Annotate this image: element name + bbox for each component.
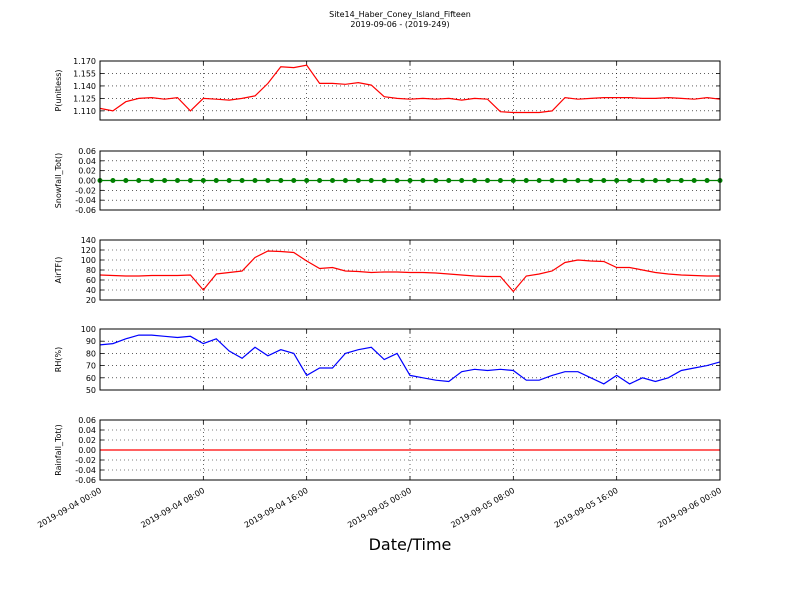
data-point [652,178,658,183]
data-point [368,178,374,183]
data-point [459,178,465,183]
x-axis-label: Date/Time [369,535,452,554]
data-point [252,178,258,183]
data-point [665,178,671,183]
y-tick-label: 50 [86,386,96,395]
data-point [536,178,542,183]
y-tick-label: 0.02 [78,167,96,176]
y-tick-label: 60 [86,276,96,285]
y-tick-label: 0.04 [78,426,96,435]
chart-title: Site14_Haber_Coney_Island_Fifteen [329,10,471,19]
y-tick-label: -0.02 [75,186,96,195]
y-tick-label: 140 [81,236,96,245]
data-point [691,178,697,183]
data-point [394,178,400,183]
data-point [640,178,645,183]
data-point [485,178,490,183]
data-point [149,178,155,183]
plot-frame [99,150,721,211]
y-tick-label: 90 [86,337,96,346]
data-point [420,178,426,183]
data-point [136,178,142,183]
data-line [99,64,721,114]
data-point [291,178,297,183]
y-tick-label: 0.04 [78,157,96,166]
y-tick-label: -0.04 [75,466,96,475]
plot-frame [99,239,721,301]
y-tick-label: -0.02 [75,456,96,465]
data-point [601,178,607,183]
data-point [446,178,452,183]
y-tick-label: -0.06 [75,476,96,485]
data-point [123,178,129,183]
y-tick-label: 0.06 [78,416,96,425]
data-point [523,178,529,183]
y-tick-label: 1.110 [73,107,96,116]
data-point [304,178,310,183]
y-tick-label: 120 [81,246,96,255]
data-point [342,178,348,183]
data-point [226,178,232,183]
data-point [433,178,439,183]
data-point [407,178,413,183]
data-line [99,250,720,293]
y-tick-label: 100 [81,325,96,334]
y-tick-label: -0.06 [75,206,96,215]
y-tick-label: 70 [86,362,96,371]
data-point [110,178,116,183]
y-tick-label: 60 [86,374,96,383]
plot-frame [99,328,721,391]
y-axis-label: Snowfall_Tot() [54,153,63,209]
y-tick-label: 1.140 [73,82,96,91]
data-point [175,178,180,183]
data-point [265,178,271,183]
data-point [278,178,284,183]
data-point [355,178,361,183]
y-tick-label: 0.00 [78,177,96,186]
data-point [704,178,710,183]
data-point [317,178,323,183]
data-point [330,178,335,183]
data-point [614,178,620,183]
y-tick-label: 0.02 [78,436,96,445]
data-point [627,178,633,183]
data-point [588,178,594,183]
data-point [213,178,219,183]
data-point [549,178,555,183]
y-tick-label: 20 [86,296,96,305]
data-point [562,178,568,183]
data-point [497,178,503,183]
y-tick-label: 80 [86,266,96,275]
plot-frame [99,419,721,481]
y-tick-label: -0.04 [75,196,96,205]
y-tick-label: 1.125 [73,94,96,103]
y-axis-label: AirTF() [54,257,63,284]
y-tick-label: 0.06 [78,147,96,156]
data-point [162,178,168,183]
y-axis-label: RH(%) [54,347,63,372]
y-tick-label: 80 [86,349,96,358]
y-tick-label: 0.00 [78,446,96,455]
data-point [381,178,387,183]
chart-subtitle: 2019-09-06 - (2019-249) [350,20,449,29]
data-point [678,178,684,183]
y-tick-label: 100 [81,256,96,265]
plot-frame [99,60,721,121]
y-tick-label: 1.170 [73,57,96,66]
data-point [575,178,581,183]
data-point [200,178,206,183]
data-point [510,178,516,183]
data-line [99,334,721,385]
data-point [239,178,245,183]
y-tick-label: 1.155 [73,69,96,78]
y-axis-label: Rainfall_Tot() [54,424,63,476]
data-point [472,178,478,183]
y-tick-label: 40 [86,286,96,295]
y-axis-label: P(unitless) [54,69,63,111]
data-point [187,178,193,183]
